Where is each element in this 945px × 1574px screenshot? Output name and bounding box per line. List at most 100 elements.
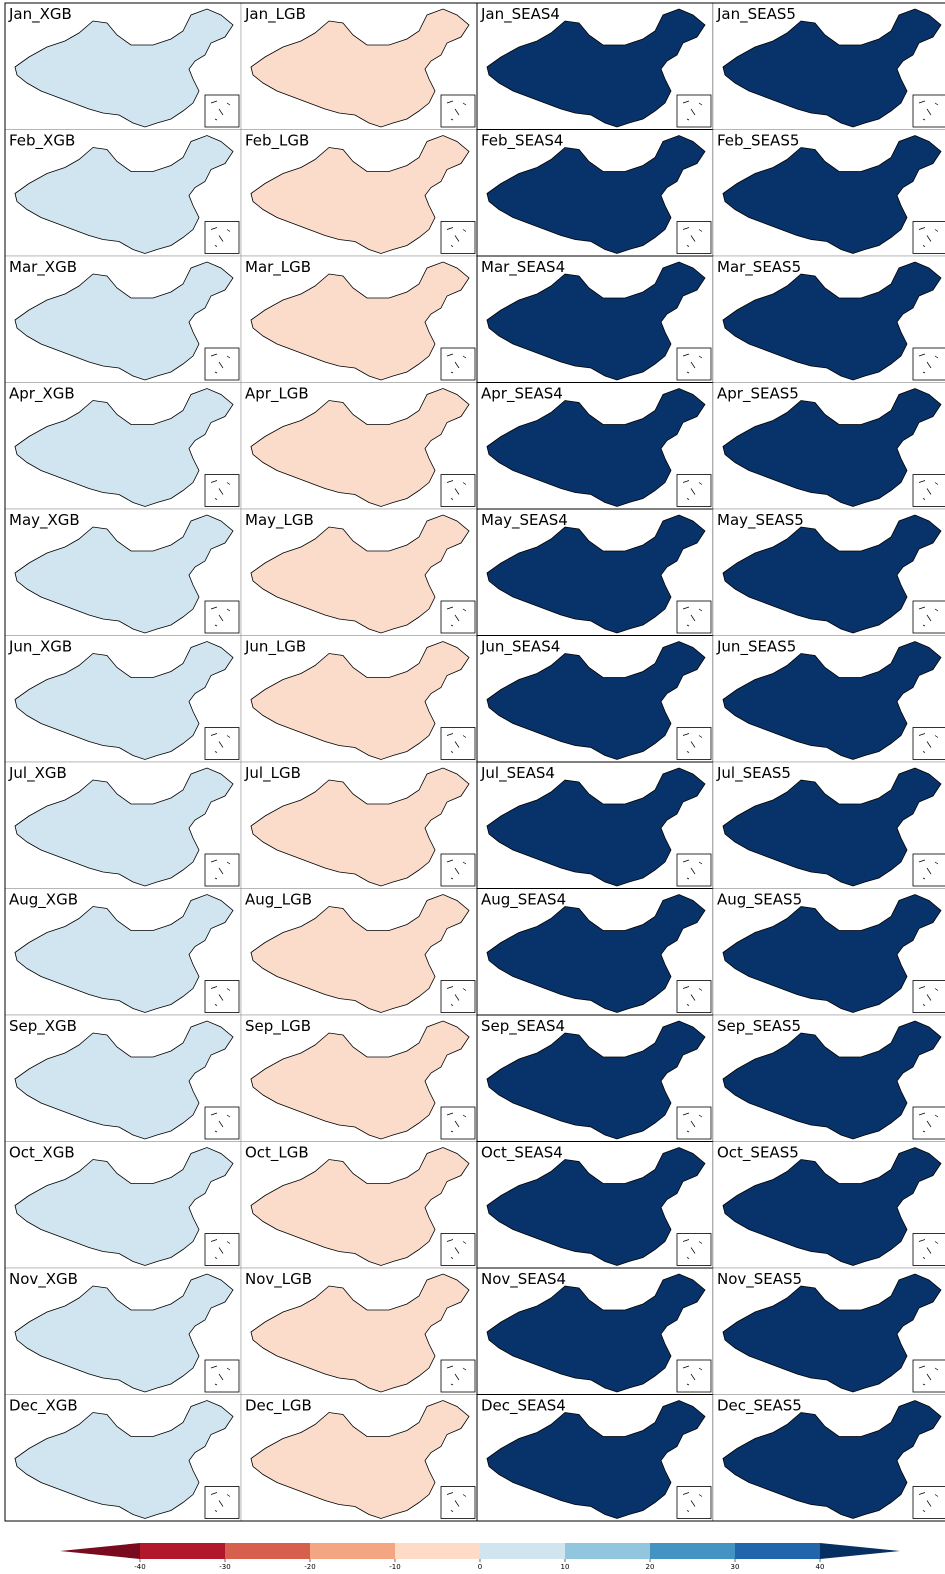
map-panel: May_SEAS4 (477, 509, 713, 636)
inset-box (677, 475, 711, 507)
panel-label: Oct_LGB (245, 1144, 309, 1163)
map-panel: Mar_LGB (241, 256, 477, 383)
inset-box (205, 1487, 239, 1519)
panel-label: Mar_LGB (245, 258, 311, 277)
inset-box (913, 728, 945, 760)
map-panel: Jul_SEAS5 (713, 762, 945, 889)
inset-box (205, 222, 239, 254)
panel-label: Mar_SEAS5 (717, 258, 801, 277)
colorbar-tick-label: -30 (219, 1563, 230, 1571)
inset-box (677, 222, 711, 254)
colorbar-tick-label: 0 (478, 1563, 482, 1571)
map-panel: Apr_XGB (5, 383, 241, 510)
panel-label: Jun_LGB (244, 638, 306, 657)
panel-label: Sep_SEAS4 (481, 1017, 565, 1036)
panel-label: Jan_SEAS4 (480, 5, 560, 24)
inset-box (913, 601, 945, 633)
panel-label: Aug_SEAS5 (717, 891, 802, 910)
map-panel: Dec_SEAS4 (477, 1395, 713, 1522)
panel-label: Jan_SEAS5 (716, 5, 796, 24)
map-panel: Feb_SEAS5 (713, 130, 945, 257)
colorbar-tick-label: -20 (304, 1563, 315, 1571)
colorbar-segment (395, 1543, 480, 1559)
colorbar-tick-label: 20 (646, 1563, 655, 1571)
panel-label: Apr_SEAS5 (717, 385, 799, 404)
map-panel: Sep_XGB (5, 1015, 241, 1142)
inset-box (205, 475, 239, 507)
panel-label: Apr_LGB (245, 385, 309, 404)
map-panel: Oct_SEAS4 (477, 1142, 713, 1269)
map-panel: Aug_SEAS5 (713, 889, 945, 1016)
inset-box (441, 981, 475, 1013)
colorbar-segment (735, 1543, 820, 1559)
panel-label: Feb_SEAS4 (481, 132, 563, 151)
inset-box (677, 601, 711, 633)
panel-label: Feb_XGB (9, 132, 75, 151)
map-panel: Jul_SEAS4 (477, 762, 713, 889)
panel-label: Dec_SEAS5 (717, 1397, 802, 1416)
figure: Jan_XGBJan_LGBJan_SEAS4Jan_SEAS5Feb_XGBF… (0, 0, 945, 1574)
map-panel: Mar_XGB (5, 256, 241, 383)
inset-box (441, 854, 475, 886)
inset-box (205, 348, 239, 380)
map-panel: Jun_SEAS4 (477, 636, 713, 763)
panel-label: Oct_SEAS4 (481, 1144, 563, 1163)
inset-box (205, 95, 239, 127)
panel-label: Jun_XGB (8, 638, 72, 657)
map-panel: Feb_LGB (241, 130, 477, 257)
map-panel: Dec_SEAS5 (713, 1395, 945, 1522)
map-panel: Dec_LGB (241, 1395, 477, 1522)
panel-label: Jul_XGB (8, 764, 67, 783)
panel-label: Dec_SEAS4 (481, 1397, 566, 1416)
map-panel: Sep_SEAS4 (477, 1015, 713, 1142)
map-panel: Nov_LGB (241, 1268, 477, 1395)
panel-label: Aug_XGB (9, 891, 78, 910)
panel-label: Oct_SEAS5 (717, 1144, 799, 1163)
map-panel: Apr_SEAS5 (713, 383, 945, 510)
map-panel: Jul_XGB (5, 762, 241, 889)
map-panel: Sep_SEAS5 (713, 1015, 945, 1142)
panel-label: Jun_SEAS4 (480, 638, 560, 657)
panel-label: May_SEAS5 (717, 511, 804, 530)
inset-box (677, 1234, 711, 1266)
map-panel: Oct_SEAS5 (713, 1142, 945, 1269)
inset-box (205, 728, 239, 760)
panel-label: Aug_LGB (245, 891, 312, 910)
panel-label: Sep_SEAS5 (717, 1017, 801, 1036)
panel-label: Feb_SEAS5 (717, 132, 799, 151)
map-panel: Jun_XGB (5, 636, 241, 763)
inset-box (913, 222, 945, 254)
panel-label: Jun_SEAS5 (716, 638, 796, 657)
map-panel: Apr_LGB (241, 383, 477, 510)
map-panel: Jan_SEAS5 (713, 3, 945, 130)
inset-box (441, 348, 475, 380)
panel-label: Jul_SEAS4 (480, 764, 555, 783)
inset-box (913, 1360, 945, 1392)
inset-box (441, 1487, 475, 1519)
map-panel: Nov_SEAS4 (477, 1268, 713, 1395)
inset-box (441, 1234, 475, 1266)
panel-label: Sep_LGB (245, 1017, 311, 1036)
panel-label: Oct_XGB (9, 1144, 75, 1163)
inset-box (677, 348, 711, 380)
panel-label: Aug_SEAS4 (481, 891, 566, 910)
map-panel: Jun_SEAS5 (713, 636, 945, 763)
panel-label: May_SEAS4 (481, 511, 568, 530)
inset-box (441, 475, 475, 507)
map-panel: Mar_SEAS5 (713, 256, 945, 383)
inset-box (205, 1234, 239, 1266)
inset-box (913, 475, 945, 507)
inset-box (205, 1107, 239, 1139)
colorbar-tick-label: -10 (389, 1563, 400, 1571)
panel-label: Apr_XGB (9, 385, 75, 404)
map-panel: Apr_SEAS4 (477, 383, 713, 510)
map-panel: Oct_LGB (241, 1142, 477, 1269)
panel-label: Mar_XGB (9, 258, 77, 277)
map-panel: May_XGB (5, 509, 241, 636)
colorbar-segment (225, 1543, 310, 1559)
map-panel: Aug_SEAS4 (477, 889, 713, 1016)
colorbar-segment (565, 1543, 650, 1559)
panel-label: Apr_SEAS4 (481, 385, 563, 404)
inset-box (677, 95, 711, 127)
inset-box (441, 222, 475, 254)
